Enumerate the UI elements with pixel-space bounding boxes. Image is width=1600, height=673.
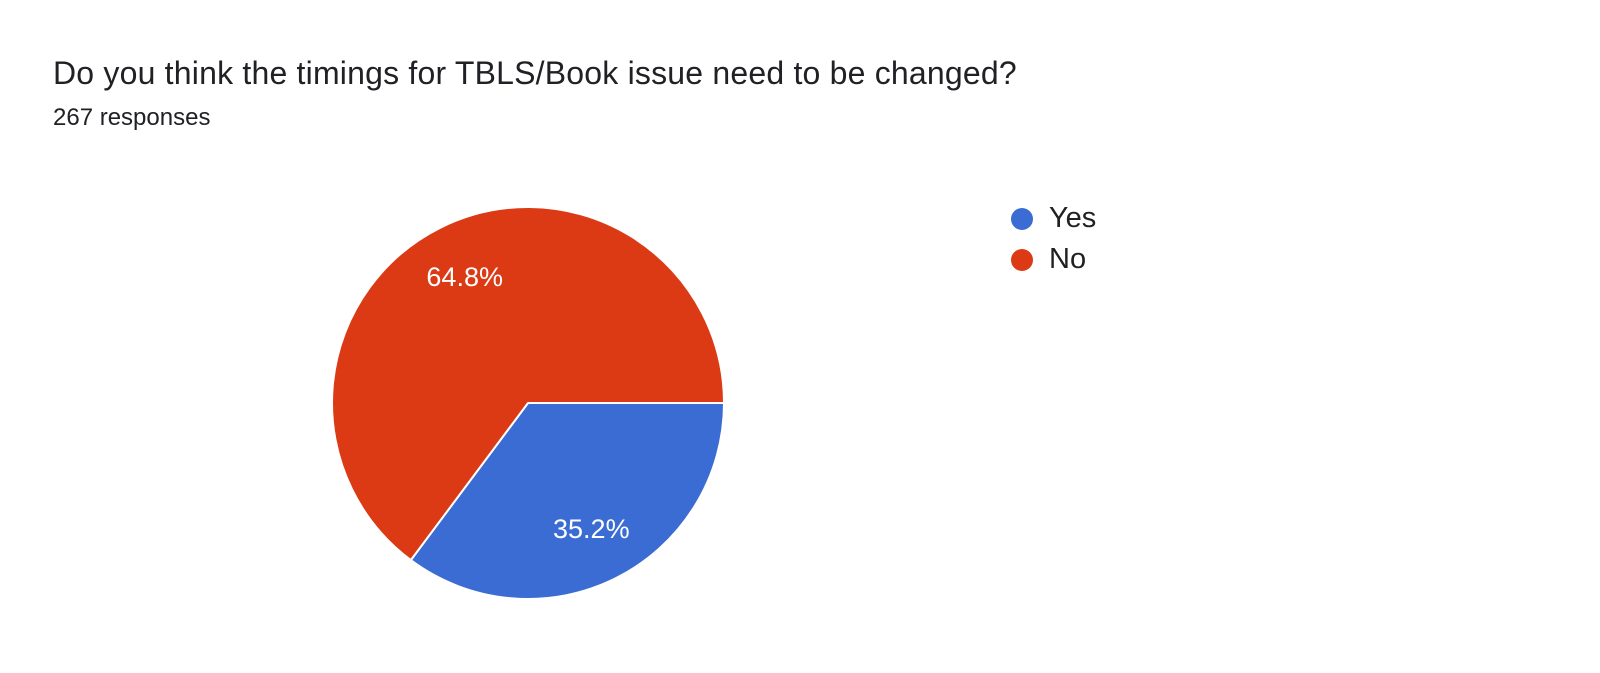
question-title: Do you think the timings for TBLS/Book i…: [53, 55, 1017, 91]
pie-slice-no[interactable]: [331, 206, 725, 562]
legend-item-no: No: [1011, 243, 1096, 276]
legend-swatch-no-icon: [1011, 248, 1033, 271]
pie-slice-label-no: 64.8%: [426, 262, 503, 292]
pie-slice-label-yes: 35.2%: [553, 514, 630, 544]
pie-slice-yes[interactable]: [409, 402, 725, 601]
legend-label-no: No: [1049, 243, 1087, 275]
pie-chart: 35.2% 64.8%: [331, 206, 725, 601]
legend-item-yes: Yes: [1011, 202, 1096, 235]
legend-label-yes: Yes: [1049, 202, 1097, 234]
legend-swatch-yes-icon: [1011, 207, 1033, 230]
response-count: 267 responses: [53, 104, 211, 131]
legend: Yes No: [1011, 202, 1096, 276]
